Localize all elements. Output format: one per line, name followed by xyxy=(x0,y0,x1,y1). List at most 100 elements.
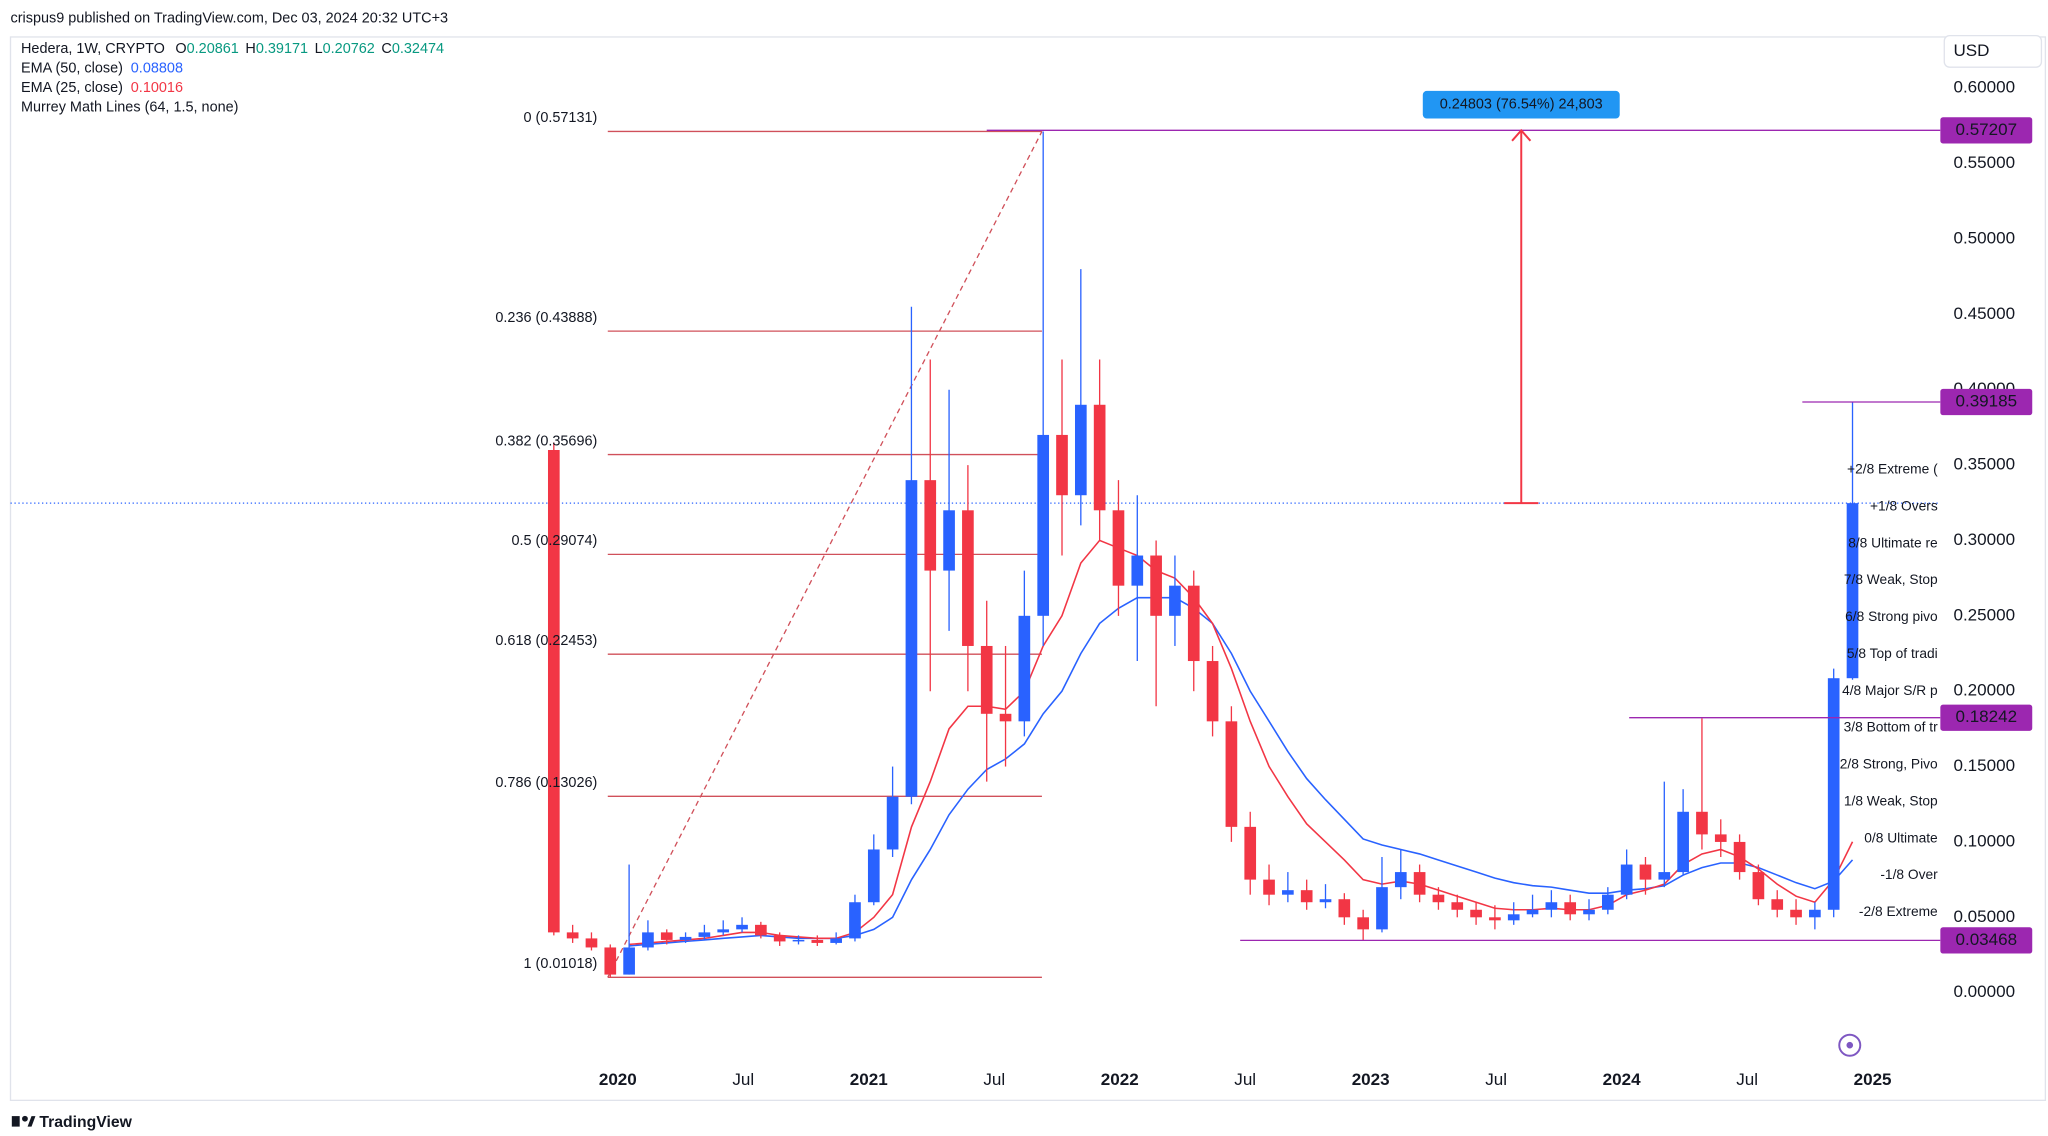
murrey-label: 1/8 Weak, Stop xyxy=(1844,793,1938,808)
candle-body xyxy=(717,929,730,933)
x-tick-label: 2022 xyxy=(1101,1070,1139,1089)
candle-body xyxy=(736,924,748,930)
ohlc-key: O xyxy=(175,41,186,57)
ohlc-key: C xyxy=(381,41,391,57)
candle-body xyxy=(1282,890,1294,895)
fib-label: 0 (0.57131) xyxy=(523,110,597,126)
price-tag-bg xyxy=(1940,388,2033,416)
murrey-label: +1/8 Overs xyxy=(1870,499,1938,514)
candle-body xyxy=(1790,909,1802,918)
candle-body xyxy=(830,938,842,943)
candle-body xyxy=(943,510,955,571)
candle-body xyxy=(1056,434,1068,496)
candle-body xyxy=(1150,555,1162,616)
candle-body xyxy=(1545,902,1558,910)
legend-value: 0.08808 xyxy=(131,60,183,76)
candle-body xyxy=(1376,887,1388,930)
candle-body xyxy=(849,902,861,939)
fib-label: 0.618 (0.22453) xyxy=(495,633,597,649)
candle-body xyxy=(1564,902,1577,915)
candle-body xyxy=(642,932,654,948)
candle-body xyxy=(1338,899,1351,918)
y-tick-label: 0.30000 xyxy=(1953,530,2015,549)
murrey-label: +2/8 Extreme ( xyxy=(1847,462,1938,477)
candle-body xyxy=(1037,434,1050,616)
measure-label: 0.24803 (76.54%) 24,803 xyxy=(1440,97,1603,113)
legend-entry: EMA (50, close) 0.08808 xyxy=(21,60,183,76)
candle-body xyxy=(1225,721,1238,827)
published-note: crispus9 published on TradingView.com, D… xyxy=(11,10,449,26)
candle-body xyxy=(1601,894,1614,910)
fib-label: 0.786 (0.13026) xyxy=(495,775,597,791)
price-tag: 0.57207 xyxy=(1955,120,2017,139)
price-tag: 0.03468 xyxy=(1955,930,2017,949)
y-tick-label: 0.60000 xyxy=(1953,78,2015,97)
y-tick-label: 0.35000 xyxy=(1953,455,2015,474)
candle-body xyxy=(1771,899,1784,910)
price-tag-bg xyxy=(1940,927,2033,954)
candle-body xyxy=(1263,879,1275,895)
y-tick-label: 0.10000 xyxy=(1953,831,2015,850)
ohlc-value: 0.20861 xyxy=(187,41,239,57)
indicator-label: Murrey Math Lines (64, 1.5, none) xyxy=(21,100,238,116)
candle-body xyxy=(924,480,937,571)
candle-body xyxy=(811,939,824,943)
event-icon[interactable] xyxy=(1838,1033,1862,1057)
fib-label: 0.236 (0.43888) xyxy=(495,310,597,326)
y-tick-label: 0.25000 xyxy=(1953,605,2015,624)
candle-body xyxy=(962,510,974,646)
legend-entry: EMA (25, close) 0.10016 xyxy=(21,80,183,96)
currency-box[interactable] xyxy=(1943,34,2043,68)
ohlc-value: 0.20762 xyxy=(323,41,375,57)
event-icon-dot xyxy=(1846,1041,1854,1049)
candle-body xyxy=(679,936,692,940)
candle-body xyxy=(1526,909,1539,915)
candle-body xyxy=(1827,678,1840,910)
x-tick-label: 2024 xyxy=(1603,1070,1641,1089)
ohlc-value: 0.32474 xyxy=(392,41,444,57)
x-tick-label: Jul xyxy=(983,1070,1005,1089)
candle-body xyxy=(1470,909,1482,918)
candle-body xyxy=(755,924,767,936)
candle-body xyxy=(1696,811,1708,835)
murrey-label: 5/8 Top of tradi xyxy=(1847,646,1938,661)
candle-body xyxy=(905,480,918,797)
y-tick-label: 0.15000 xyxy=(1953,756,2015,775)
candle-body xyxy=(886,796,899,850)
candle-body xyxy=(1658,872,1671,880)
legend-name: EMA (50, close) xyxy=(21,60,123,76)
ema-line xyxy=(629,539,1854,946)
murrey-label: 7/8 Weak, Stop xyxy=(1844,572,1938,587)
candle-body xyxy=(547,450,560,933)
y-tick-label: 0.50000 xyxy=(1953,228,2015,247)
ema-line xyxy=(629,596,1854,947)
x-tick-label: Jul xyxy=(1234,1070,1256,1089)
x-tick-label: 2023 xyxy=(1352,1070,1390,1089)
candle-body xyxy=(1677,811,1689,873)
x-tick-label: Jul xyxy=(1485,1070,1507,1089)
legend-name: EMA (25, close) xyxy=(21,80,123,96)
candle-body xyxy=(1583,909,1595,915)
candle-body xyxy=(1413,872,1426,895)
candle-body xyxy=(1809,909,1821,918)
candle-body xyxy=(1093,404,1106,511)
symbol: Hedera, 1W, CRYPTO xyxy=(21,41,165,57)
y-tick-label: 0.45000 xyxy=(1953,304,2015,323)
x-tick-label: 2021 xyxy=(850,1070,888,1089)
candle-body xyxy=(1394,872,1407,888)
measure-arrowhead xyxy=(1511,128,1532,142)
candle-body xyxy=(1489,917,1501,921)
fib-label: 1 (0.01018) xyxy=(523,956,597,972)
candle-body xyxy=(1131,555,1144,586)
candle-body xyxy=(1244,826,1257,880)
candle-body xyxy=(1300,890,1313,903)
fib-label: 0.382 (0.35696) xyxy=(495,433,597,449)
fib-label: 0.5 (0.29074) xyxy=(511,533,597,549)
candle-body xyxy=(566,932,579,939)
candle-body xyxy=(1018,615,1031,722)
murrey-label: -1/8 Over xyxy=(1880,867,1938,882)
murrey-label: 8/8 Ultimate re xyxy=(1848,535,1938,550)
candle-body xyxy=(1733,841,1746,873)
